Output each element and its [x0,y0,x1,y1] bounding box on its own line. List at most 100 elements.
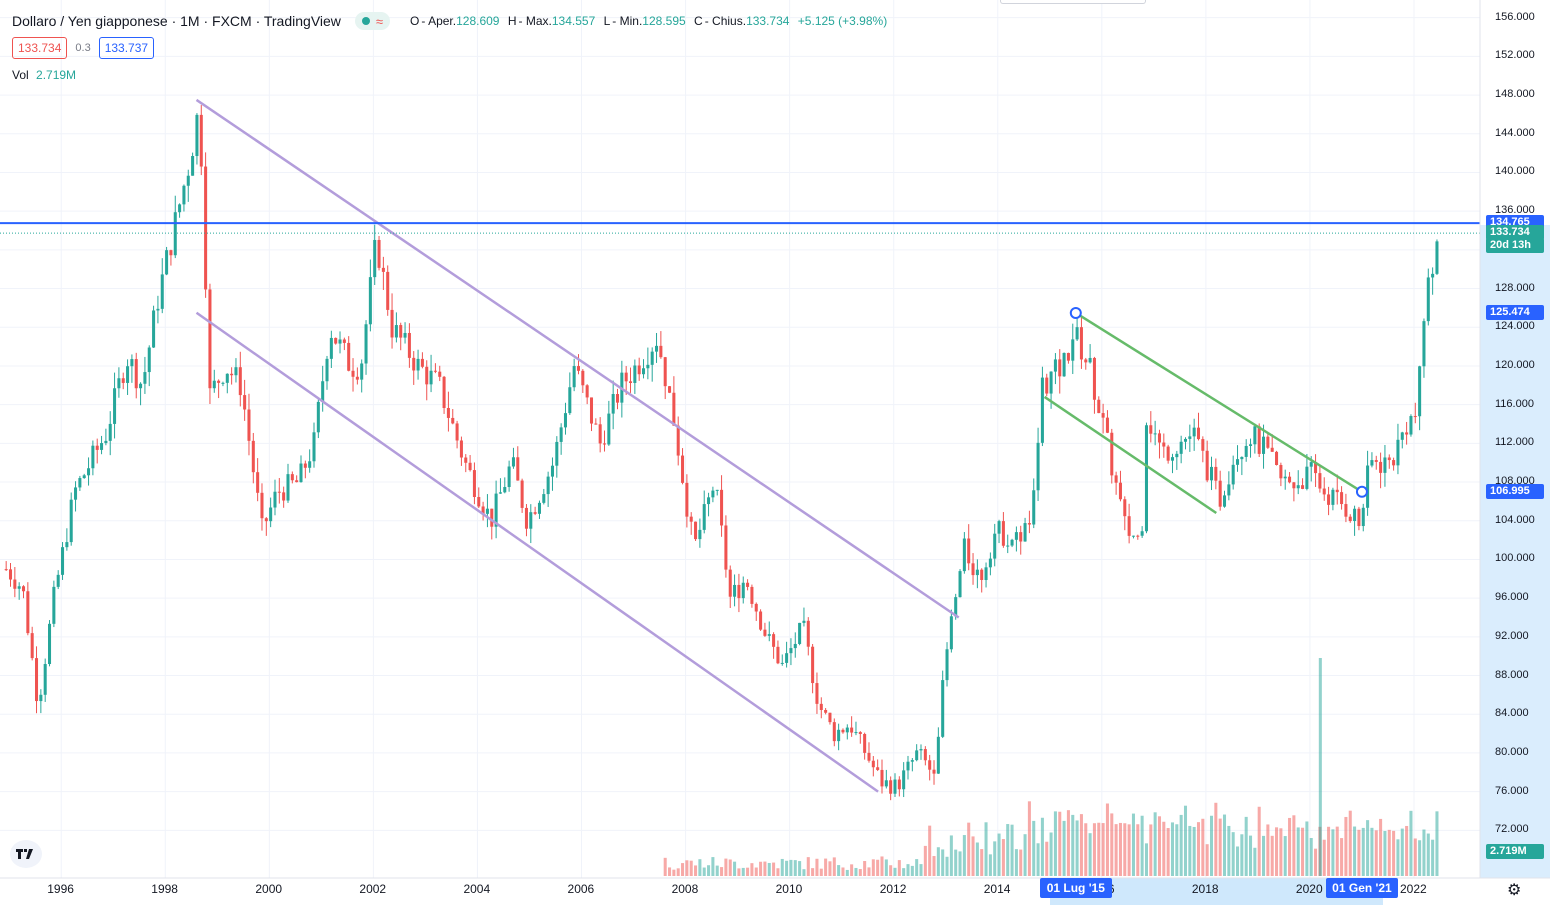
candle-body [316,401,320,433]
volume-bar [1140,815,1144,876]
volume-bar [1357,829,1361,876]
volume-bar [1205,844,1209,876]
volume-bar [1374,830,1378,876]
green-channel-upper[interactable] [1075,311,1363,493]
candle-body [464,457,468,463]
candle-body [576,366,581,371]
volume-bar [845,869,849,876]
price-tick-label: 124.000 [1495,320,1535,333]
volume-bar [988,854,992,876]
price-tick-label: 140.000 [1495,165,1535,178]
candle-body [650,351,654,365]
volume-bar [858,869,862,876]
volume-bar [1218,818,1222,876]
candle-body [481,506,485,514]
volume-bar [711,857,715,876]
buy-button[interactable]: 133.737 [98,37,155,59]
candle-body [1405,432,1409,435]
candle-body [182,185,186,205]
volume-bar [954,849,958,876]
candle-body [368,277,372,325]
candle-body [1409,416,1413,435]
volume-bar [863,861,867,876]
candle-body [243,395,247,410]
price-tick-label: 136.000 [1495,204,1535,217]
volume-bar [850,864,854,876]
anchor-point[interactable] [1355,485,1368,498]
candle-body [390,309,394,338]
candle-body [659,345,663,358]
candle-body [1296,485,1300,489]
volume-bar [1413,838,1417,876]
volume-bar [1353,826,1357,876]
candle-body [234,367,238,376]
volume-bar [1257,806,1261,876]
candle-body [290,474,294,481]
candle-body [1266,436,1270,448]
candle-body [117,378,121,389]
anchor-point[interactable] [1069,306,1082,319]
candle-body [1036,442,1040,491]
green-channel-lower[interactable] [1043,395,1217,515]
candle-body [134,359,138,389]
candle-body [876,767,880,770]
candle-body [780,662,784,664]
candle-body [1344,504,1348,517]
volume-bar [728,859,732,876]
candle-body [754,603,758,612]
candle-body [1244,445,1248,457]
volume-bar [993,841,997,876]
candle-body [403,332,407,338]
candle-body [468,462,472,471]
candle-body [906,761,910,771]
volume-bar [949,835,953,876]
candle-body [104,440,108,444]
volume-bar [720,867,724,876]
candle-body [490,508,494,527]
candle-body [477,497,481,507]
tradingview-logo-icon[interactable] [10,840,42,868]
candle-body [923,749,927,761]
candle-body [1222,495,1227,507]
candle-body [282,492,286,501]
candle-body [277,491,281,493]
volume-bar [1231,832,1235,876]
volume-bar [1279,828,1283,876]
candle-body [147,347,151,373]
candle-body [555,441,559,466]
candle-body [1040,377,1044,443]
candle-body [776,646,780,664]
candle-body [628,381,633,383]
candle-body [663,357,667,387]
candle-body [295,480,299,483]
gear-icon[interactable]: ⚙ [1507,882,1522,899]
purple-channel-lower[interactable] [195,311,879,793]
candle-body [1105,417,1109,433]
volume-bar [1314,848,1318,876]
purple-channel-upper[interactable] [195,98,960,619]
candle-body [1327,494,1331,505]
volume-bar [1288,817,1292,876]
candle-body [1431,273,1435,278]
market-status-pill[interactable]: ≈ [354,12,391,30]
candle-body [993,533,997,559]
candle-body [589,397,594,424]
candle-body [507,466,511,488]
volume-bar [1010,824,1014,876]
time-tick-label: 2006 [567,882,595,896]
symbol-title[interactable]: Dollaro / Yen giapponese · 1M · FXCM · T… [12,13,341,29]
volume-bar [702,867,706,876]
candle-body [928,760,932,770]
candle-body [1201,439,1205,451]
candle-body [355,376,359,380]
trade-buttons: 133.734 0.3 133.737 [12,37,155,59]
volume-bar [1196,822,1201,876]
candle-body [165,250,169,275]
candle-body [711,490,715,498]
volume-bar [802,869,806,876]
sell-button[interactable]: 133.734 [12,37,68,59]
volume-bar [1114,824,1118,876]
candle-body [1422,321,1426,367]
volume-bar [689,860,693,876]
